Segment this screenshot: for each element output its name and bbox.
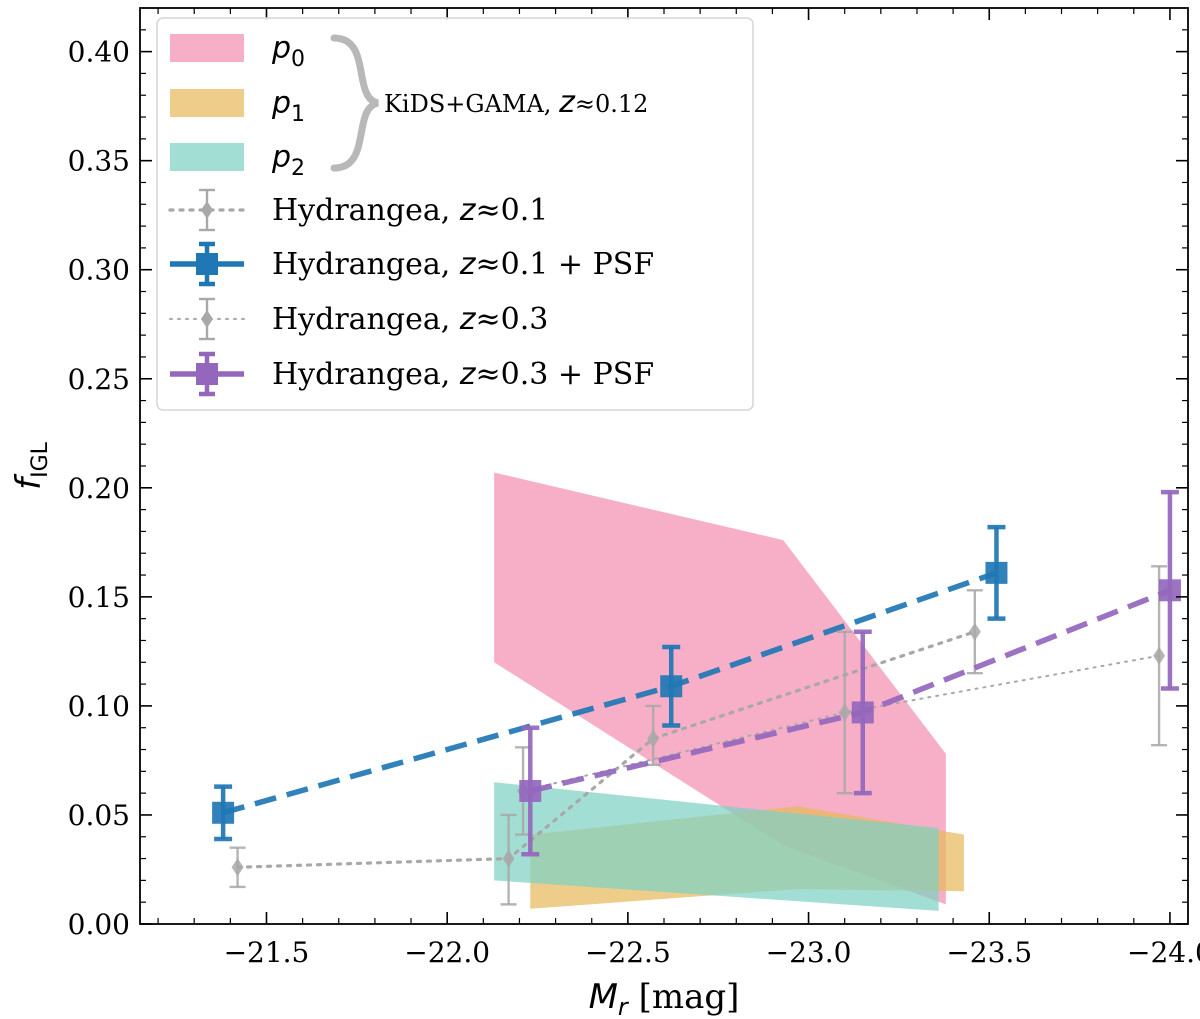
legend-item-6: Hydrangea, z≈0.3 [169, 297, 548, 341]
legend-label: p2 [271, 140, 305, 181]
y-tick-label: 0.35 [68, 145, 130, 178]
axes-layer: −21.5 −22.0 −22.5 −23.0 −23.5 −24.0 0.00 0.05 0.… [9, 7, 1200, 1019]
y-tick-label: 0.15 [68, 581, 130, 614]
legend-item-5: Hydrangea, z≈0.1 + PSF [170, 241, 654, 287]
legend-marker [196, 363, 218, 385]
legend-marker [196, 253, 218, 275]
legend-item-2: p1 [170, 86, 305, 127]
data-point [231, 858, 244, 877]
legend-label: p0 [271, 31, 305, 72]
y-tick-label: 0.25 [68, 363, 130, 396]
band-p2 [494, 782, 939, 911]
series-line [235, 630, 977, 869]
x-tick-label: −23.0 [766, 936, 852, 969]
legend: p0 p1 p2 Hydrangea, z≈0.1 Hydrangea, z≈0.1 +… [156, 17, 754, 411]
data-point [647, 729, 660, 748]
y-tick-label: 0.10 [68, 690, 130, 723]
data-point [851, 701, 874, 724]
legend-box [156, 17, 754, 411]
x-tick-label: −22.0 [404, 936, 490, 969]
series-1 [229, 589, 983, 906]
data-point [968, 622, 981, 641]
data-point [502, 849, 515, 868]
x-tick-label: −24.0 [1127, 936, 1200, 969]
x-tick-label: −23.5 [946, 936, 1032, 969]
y-tick-label: 0.30 [68, 254, 130, 287]
legend-swatch [170, 34, 244, 62]
x-tick-label: −22.5 [585, 936, 671, 969]
legend-item-7: Hydrangea, z≈0.3 + PSF [170, 351, 654, 397]
x-tick-label: −21.5 [224, 936, 310, 969]
data-point [660, 675, 683, 698]
band-layer [494, 472, 964, 911]
legend-label: Hydrangea, z≈0.1 [272, 193, 548, 228]
data-point [519, 779, 542, 802]
data-point [1153, 646, 1166, 665]
y-tick-label: 0.20 [68, 472, 130, 505]
legend-brace [330, 34, 380, 172]
legend-swatch [170, 143, 244, 171]
data-point [212, 801, 235, 824]
legend-label: Hydrangea, z≈0.3 + PSF [272, 357, 654, 392]
data-point [838, 703, 851, 722]
y-axis-label: fIGL [9, 441, 53, 490]
legend-label: KiDS+GAMA, z≈0.12 [384, 85, 648, 120]
legend-label: Hydrangea, z≈0.1 + PSF [272, 247, 654, 282]
legend-item-1: p0 [170, 31, 305, 72]
legend-swatch [170, 89, 244, 117]
band-p0 [494, 472, 946, 905]
legend-marker [201, 310, 213, 328]
x-axis-label: Mr [mag] [589, 977, 740, 1019]
legend-item-3: p2 [170, 140, 305, 181]
legend-label: p1 [271, 86, 305, 127]
series-layer [212, 489, 1181, 906]
legend-item-4: Hydrangea, z≈0.1 [168, 188, 548, 232]
series-4 [519, 489, 1181, 857]
data-point [985, 561, 1008, 584]
y-tick-label: 0.05 [68, 799, 130, 832]
legend-marker [201, 201, 213, 219]
data-point [1158, 579, 1181, 602]
series-line [522, 654, 1161, 792]
series-2 [212, 524, 1008, 842]
y-tick-label: 0.00 [68, 908, 130, 941]
y-tick-label: 0.40 [68, 36, 130, 69]
legend-label: Hydrangea, z≈0.3 [272, 302, 548, 337]
